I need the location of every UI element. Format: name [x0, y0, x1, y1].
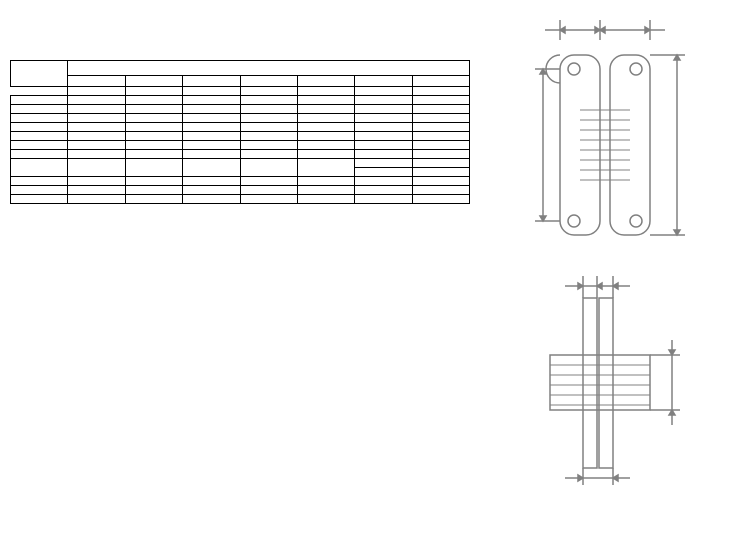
- model-cell: [412, 76, 469, 87]
- spec-table: [10, 60, 470, 204]
- size-cell: [355, 86, 412, 95]
- model-cell: [125, 76, 182, 87]
- table-row: [11, 122, 470, 131]
- model-cell: [183, 76, 240, 87]
- table-row: [11, 176, 470, 185]
- table-row: [11, 140, 470, 149]
- table-row: [11, 185, 470, 194]
- table-row: [11, 95, 470, 104]
- size-cell: [297, 86, 354, 95]
- size-cell: [183, 86, 240, 95]
- size-cell: [68, 86, 125, 95]
- table-row: [11, 131, 470, 140]
- hinge-top-diagram-icon: [505, 10, 715, 270]
- unit-header: [11, 61, 68, 87]
- size-cell: [240, 86, 297, 95]
- table-row: [11, 194, 470, 203]
- model-cell: [68, 76, 125, 87]
- diagram-container: [490, 10, 730, 498]
- table-row: [11, 149, 470, 158]
- table-title: [68, 61, 470, 76]
- table-row-h: [11, 158, 470, 167]
- spec-table-container: tr[data-name="size-row"] td:first-child{…: [10, 10, 470, 498]
- model-cell: [297, 76, 354, 87]
- size-cell: [412, 86, 469, 95]
- model-row: [11, 76, 470, 87]
- model-cell: [355, 76, 412, 87]
- table-row: [11, 113, 470, 122]
- size-row: [11, 86, 470, 95]
- hinge-side-diagram-icon: [505, 270, 715, 490]
- size-cell: [11, 86, 68, 95]
- model-cell: [240, 76, 297, 87]
- table-row: [11, 104, 470, 113]
- size-cell: [125, 86, 182, 95]
